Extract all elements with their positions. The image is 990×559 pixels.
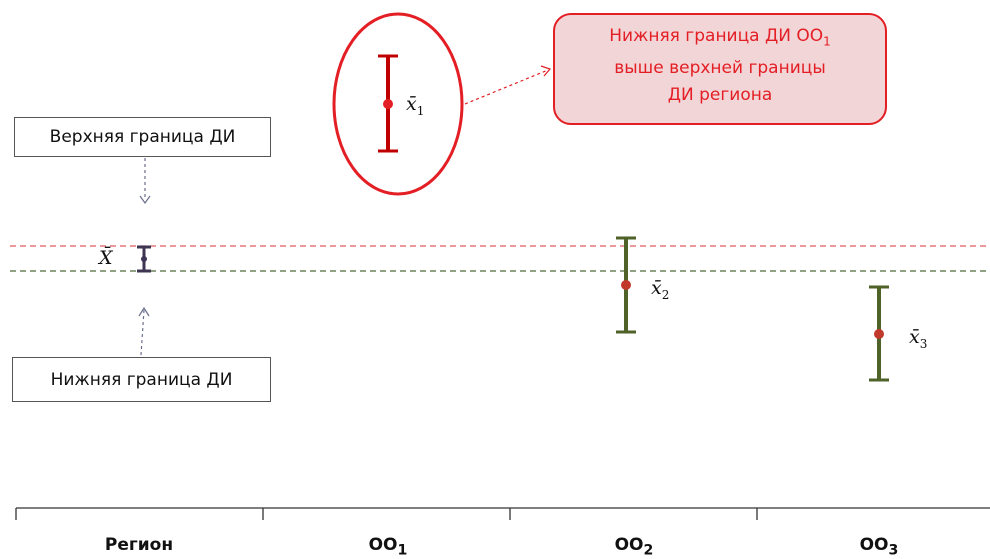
- mean-label-2: x̄2: [651, 277, 670, 302]
- callout-connector-arrowhead: [540, 65, 552, 77]
- oo1-confidence-interval: [378, 54, 398, 153]
- lower-pointer-arrow: [140, 309, 145, 356]
- region-mean-label: X̄: [99, 247, 113, 269]
- upper-bound-label: Верхняя граница ДИ: [49, 127, 236, 147]
- upper-pointer-arrowhead: [139, 195, 151, 205]
- lower-pointer-arrowhead: [138, 306, 150, 317]
- category-label-oo2: ОО2: [614, 535, 654, 559]
- category-label-region: Регион: [104, 535, 174, 555]
- callout-line-1: Нижняя граница ДИ ОО1: [609, 26, 831, 49]
- callout-connector: [464, 69, 549, 105]
- oo3-confidence-interval: [869, 285, 889, 382]
- lower-bound-label-box: Нижняя граница ДИ: [12, 357, 271, 402]
- oo2-confidence-interval: [616, 236, 636, 334]
- mean-label-1: x̄1: [406, 93, 425, 118]
- highlight-ellipse: [332, 12, 464, 196]
- region-confidence-interval: [137, 245, 151, 273]
- upper-bound-label-box: Верхняя граница ДИ: [14, 117, 271, 157]
- callout-line-2: выше верхней границы: [614, 58, 826, 79]
- callout-line-3: ДИ региона: [667, 85, 773, 106]
- category-label-oo3: ОО3: [859, 535, 899, 559]
- category-label-oo1: ОО1: [368, 535, 408, 559]
- lower-bound-label: Нижняя граница ДИ: [50, 369, 233, 390]
- mean-label-3: x̄3: [909, 326, 928, 351]
- callout-box: Нижняя граница ДИ ОО1 выше верхней грани…: [553, 13, 887, 125]
- category-axis: [15, 507, 990, 520]
